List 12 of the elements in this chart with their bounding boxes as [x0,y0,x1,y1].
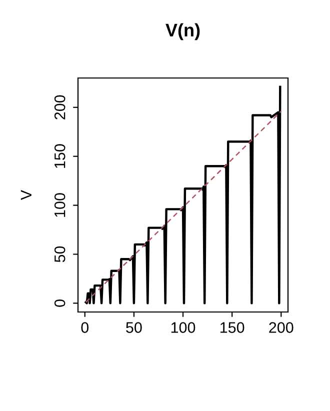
x-tick-label: 200 [269,322,294,333]
x-tick-label: 50 [126,322,142,333]
y-tick-label: 100 [54,193,66,217]
x-tick-label: 150 [220,322,244,333]
x-tick-label: 100 [171,322,196,333]
x-tick-label: 0 [81,322,89,333]
chart-title: V(n) [166,23,200,40]
y-axis-title: V [20,190,32,200]
y-tick-label: 200 [54,95,66,120]
y-tick-label: 50 [54,246,66,262]
y-tick-label: 150 [54,144,66,168]
y-tick-label: 0 [54,300,66,307]
